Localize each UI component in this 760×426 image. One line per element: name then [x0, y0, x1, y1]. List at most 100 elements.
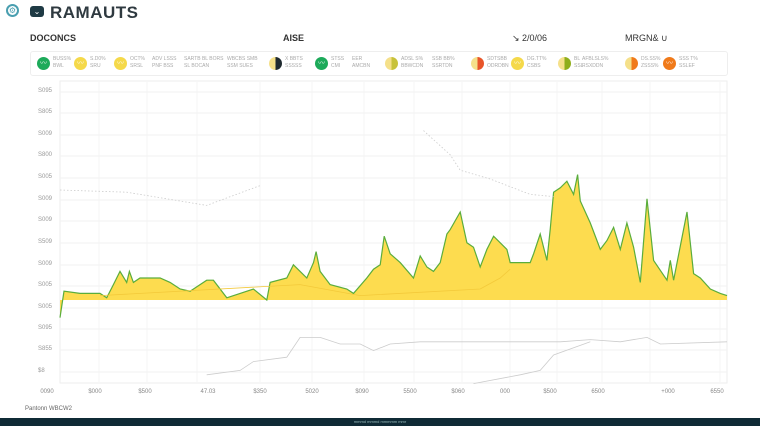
x-tick-label: 000 [499, 389, 511, 395]
wave-icon: 〰 [315, 56, 328, 70]
center-label: AISE [283, 33, 305, 43]
legend-text: ADV LSSS PNF BSS [152, 56, 176, 70]
legend-line-2: BWL [53, 63, 64, 69]
wave-icon: 〰 [511, 56, 524, 70]
range-selector[interactable]: MRGN& ∪ [625, 33, 668, 43]
legend-item[interactable]: 〰 BUSS% BWL [37, 56, 71, 70]
legend-item[interactable]: X BBTS SSSSS [269, 56, 303, 70]
legend-line-2: CSBS [527, 63, 541, 69]
legend-line-1: SSS T% [679, 56, 698, 62]
legend-line-1: BL [574, 56, 581, 62]
y-tick-label: S095 [38, 325, 53, 331]
legend-line-1: SARTB BL BORS [184, 56, 224, 62]
legend-bar: 〰 BUSS% BWL 〰 S.D0% SRU 〰 OCT% SRSL ADV LSSS PNF B… [30, 51, 728, 76]
legend-line-1: ADV LSSS [152, 56, 177, 62]
legend-item[interactable]: BL SSL [558, 56, 583, 70]
x-tick-label: 0090 [40, 389, 54, 395]
legend-item[interactable]: 〰 STSS CMI [315, 56, 344, 70]
y-tick-label: $8 [38, 368, 45, 374]
chevron-down-icon[interactable]: ⌄ [30, 6, 44, 17]
x-tick-label: 6500 [591, 389, 605, 395]
legend-line-1: OCT% [130, 56, 145, 62]
plot-frame [59, 80, 728, 384]
legend-item[interactable]: AFBLSLS% RSXDDN [582, 56, 608, 70]
legend-line-1: X BBTS [285, 56, 303, 62]
y-tick-label: S009 [38, 196, 53, 202]
legend-item[interactable]: WBCBS SMB SSM SUES [227, 56, 258, 70]
legend-line-2: ODRDBN [487, 63, 509, 69]
y-tick-label: S009 [38, 131, 53, 137]
x-tick-label: 5500 [403, 389, 417, 395]
status-bar: mmmd mmmd mmmmm mmr [0, 418, 760, 426]
legend-line-1: AFBLSLS% [582, 56, 609, 62]
legend-item[interactable]: EER AMCBN [352, 56, 370, 70]
legend-line-2: SSSSS [285, 63, 302, 69]
y-tick-label: S855 [38, 346, 53, 352]
legend-item[interactable]: 〰 DG.TT% CSBS [511, 56, 546, 70]
legend-text: BL SSL [574, 56, 583, 70]
wave-icon: 〰 [74, 56, 87, 70]
legend-text: X BBTS SSSSS [285, 56, 303, 70]
date-label: ↘ 2/0/06 [512, 33, 548, 43]
legend-line-1: SSB BB% [432, 56, 455, 62]
legend-line-2: BBWCDN [401, 63, 424, 69]
legend-line-1: BUSS% [53, 56, 72, 62]
legend-text: STSS CMI [331, 56, 344, 70]
legend-text: ADSL S% BBWCDN [401, 56, 423, 70]
legend-line-2: SL BOCAN [184, 63, 210, 69]
legend-text: WBCBS SMB SSM SUES [227, 56, 258, 70]
legend-text: BUSS% BWL [53, 56, 71, 70]
legend-text: SSS T% SSLEF [679, 56, 698, 70]
legend-line-1: DG.TT% [527, 56, 547, 62]
y-tick-label: S805 [38, 109, 53, 115]
gear-icon[interactable]: ⚙ [6, 4, 19, 17]
x-tick-label: 47.03 [200, 389, 216, 395]
x-tick-label: $060 [451, 389, 465, 395]
legend-line-2: PNF BSS [152, 63, 174, 69]
x-tick-label: 5020 [305, 389, 319, 395]
wave-icon: 〰 [663, 56, 676, 70]
legend-item[interactable]: ADV LSSS PNF BSS [152, 56, 176, 70]
y-tick-label: S009 [38, 217, 53, 223]
legend-line-2: SSL [574, 63, 584, 69]
legend-line-2: CMI [331, 63, 341, 69]
x-tick-label: $350 [253, 389, 267, 395]
legend-text: SSB BB% SSRTDN [432, 56, 455, 70]
wave-icon: 〰 [37, 56, 50, 70]
legend-line-1: WBCBS SMB [227, 56, 258, 62]
legend-line-2: SSM SUES [227, 63, 253, 69]
y-tick-label: S800 [38, 152, 53, 158]
legend-line-2: SSLEF [679, 63, 695, 69]
legend-item[interactable]: SDTSBB ODRDBN [471, 56, 509, 70]
legend-text: EER AMCBN [352, 56, 370, 70]
legend-text: AFBLSLS% RSXDDN [582, 56, 608, 70]
legend-item[interactable]: SSB BB% SSRTDN [432, 56, 455, 70]
legend-item[interactable]: 〰 S.D0% SRU [74, 56, 106, 70]
x-tick-label: $090 [355, 389, 369, 395]
legend-item[interactable]: ADSL S% BBWCDN [385, 56, 423, 70]
half-circle-icon [385, 56, 398, 70]
x-tick-label: 6550 [710, 389, 724, 395]
legend-line-1: SDTSBB [487, 56, 508, 62]
x-tick-label: $500 [138, 389, 152, 395]
faint-series-line [206, 336, 728, 376]
half-circle-icon [558, 56, 571, 70]
legend-line-2: SRU [90, 63, 101, 69]
legend-item[interactable]: SARTB BL BORS SL BOCAN [184, 56, 223, 70]
y-tick-label: S509 [38, 239, 53, 245]
x-tick-label: $000 [88, 389, 102, 395]
legend-text: SARTB BL BORS SL BOCAN [184, 56, 223, 70]
area-fill [60, 174, 727, 318]
dotted-series-line [423, 130, 554, 197]
legend-line-2: SSRTDN [432, 63, 453, 69]
legend-item[interactable]: 〰 SSS T% SSLEF [663, 56, 698, 70]
legend-line-2: SRSL [130, 63, 144, 69]
y-tick-label: S005 [38, 174, 53, 180]
legend-line-1: EER [352, 56, 363, 62]
legend-line-2: RSXDDN [582, 63, 604, 69]
legend-item[interactable]: 〰 OCT% SRSL [114, 56, 145, 70]
legend-line-2: AMCBN [352, 63, 371, 69]
legend-item[interactable]: DS.SS% ZSSS% [625, 56, 660, 70]
y-tick-label: S005 [38, 304, 53, 310]
